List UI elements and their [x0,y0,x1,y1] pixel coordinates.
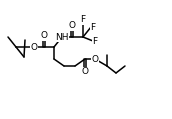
Text: F: F [90,22,96,32]
Text: O: O [30,42,37,52]
Text: F: F [92,37,98,45]
Text: NH: NH [55,32,69,42]
Text: F: F [80,15,85,25]
Text: O: O [40,32,47,40]
Text: O: O [82,67,89,77]
Text: O: O [68,22,76,30]
Text: O: O [92,55,99,64]
